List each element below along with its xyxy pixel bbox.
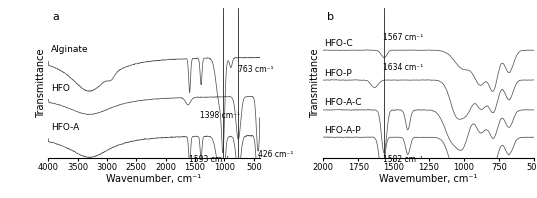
Text: a: a — [53, 12, 60, 22]
Y-axis label: Transmittance: Transmittance — [310, 48, 320, 118]
Y-axis label: Transmittance: Transmittance — [35, 48, 46, 118]
Text: 1567 cm⁻¹: 1567 cm⁻¹ — [383, 33, 423, 42]
Text: b: b — [327, 12, 334, 22]
Text: HFO-A: HFO-A — [51, 123, 79, 132]
Text: HFO-A-P: HFO-A-P — [324, 126, 361, 135]
Text: 1398 cm⁻¹: 1398 cm⁻¹ — [200, 111, 241, 120]
Text: 763 cm⁻¹: 763 cm⁻¹ — [238, 65, 273, 74]
Text: 1582 cm⁻¹: 1582 cm⁻¹ — [383, 155, 423, 164]
Text: HFO-C: HFO-C — [324, 39, 353, 48]
Text: 1634 cm⁻¹: 1634 cm⁻¹ — [383, 63, 423, 72]
X-axis label: Wavemumber, cm⁻¹: Wavemumber, cm⁻¹ — [380, 174, 478, 184]
Text: HFO: HFO — [51, 84, 70, 93]
Text: HFO-A-C: HFO-A-C — [324, 98, 362, 107]
Text: 1593 cm⁻¹: 1593 cm⁻¹ — [189, 155, 229, 164]
Text: Alginate: Alginate — [51, 45, 89, 54]
Text: HFO-P: HFO-P — [324, 69, 352, 78]
Text: 426 cm⁻¹: 426 cm⁻¹ — [258, 150, 293, 159]
X-axis label: Wavenumber, cm⁻¹: Wavenumber, cm⁻¹ — [106, 174, 201, 184]
